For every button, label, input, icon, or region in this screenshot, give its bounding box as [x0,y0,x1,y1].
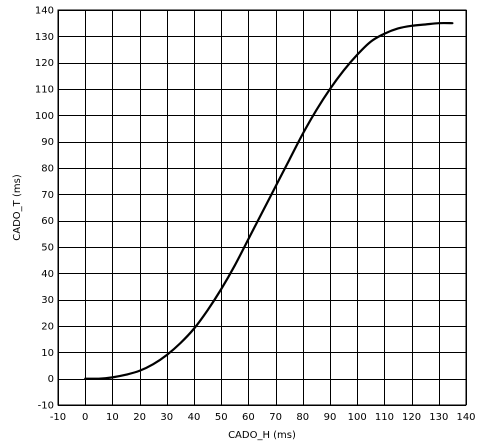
y-tick-label: 40 [41,269,54,280]
y-tick-label: 20 [41,322,54,333]
y-tick-label: -10 [38,401,54,412]
plot-area [57,9,467,406]
x-tick-label: -10 [50,412,66,423]
series-group [84,21,454,380]
x-tick-label: 130 [429,412,448,423]
y-tick-label: 50 [41,243,54,254]
y-tick-label: 140 [35,6,54,17]
series-line-0 [84,21,454,380]
x-axis-label: CADO_H (ms) [228,430,296,441]
y-tick-label: 100 [35,111,54,122]
y-tick-label: 120 [35,58,54,69]
x-tick-label: 140 [456,412,475,423]
y-tick-label: 30 [41,295,54,306]
y-tick-label: 0 [48,374,54,385]
y-tick-label: 90 [41,137,54,148]
x-tick-label: 120 [402,412,421,423]
y-tick-label: 80 [41,164,54,175]
y-tick-label: 70 [41,190,54,201]
x-tick-label: 90 [324,412,337,423]
x-tick-label: 0 [82,412,88,423]
y-tick-label: 60 [41,216,54,227]
y-axis-ticks: -10 0 10 20 30 40 50 60 70 80 90 100 110 120 130 140 [35,6,54,412]
x-tick-label: 30 [160,412,173,423]
x-tick-label: 10 [106,412,119,423]
x-tick-label: 70 [269,412,282,423]
y-tick-label: 110 [35,85,54,96]
x-tick-label: 40 [188,412,201,423]
y-axis-label: CADO_T (ms) [12,174,23,241]
x-tick-label: 80 [296,412,309,423]
y-tick-label: 130 [35,32,54,43]
x-tick-label: 60 [242,412,255,423]
x-tick-label: 110 [375,412,394,423]
grid [58,10,467,406]
x-axis-ticks: -10 0 10 20 30 40 50 60 70 80 90 100 110 120 130 140 [50,412,476,423]
y-tick-label: 10 [41,348,54,359]
x-tick-label: 100 [348,412,367,423]
x-tick-label: 20 [133,412,146,423]
x-tick-label: 50 [215,412,228,423]
